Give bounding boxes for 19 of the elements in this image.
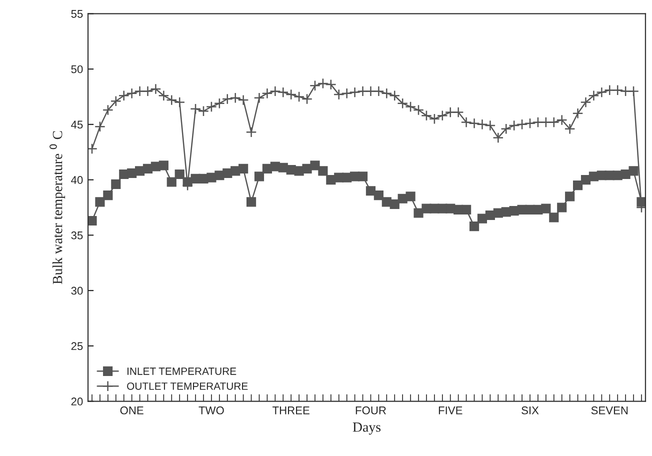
x-tick-label: ONE [120, 406, 144, 414]
x-tick-label: SEVEN [591, 406, 628, 414]
y-axis-title: Bulk water temperature $^{0}$ C [50, 131, 66, 284]
x-axis-title: Days [352, 422, 381, 435]
y-tick-label: 20 [71, 398, 83, 406]
y-tick-label: 30 [71, 286, 83, 295]
x-tick-label: THREE [272, 406, 310, 414]
legend-label: OUTLET TEMPERATURE [127, 382, 248, 390]
y-tick-label: 35 [71, 231, 83, 240]
x-tick-label: FIVE [438, 406, 462, 414]
x-tick-label: TWO [198, 406, 224, 414]
y-tick-label: 25 [71, 342, 83, 350]
y-tick-label: 40 [71, 176, 83, 184]
legend-label: INLET TEMPERATURE [128, 368, 236, 375]
x-tick-label: SIX [522, 406, 539, 414]
y-tick-label: 45 [71, 120, 83, 129]
x-tick-label: FOUR [356, 406, 386, 414]
y-tick-label: 55 [71, 10, 83, 18]
y-tick-label: 50 [71, 65, 83, 74]
